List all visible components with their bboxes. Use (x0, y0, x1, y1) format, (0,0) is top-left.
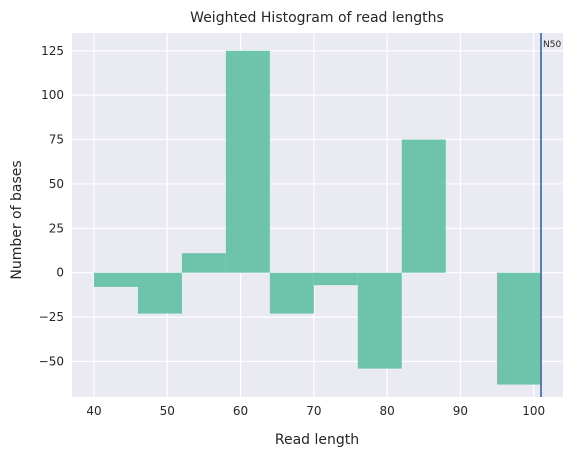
n50-reference: N50 (540, 33, 561, 397)
x-tick-label: 90 (453, 404, 468, 418)
chart-title: Weighted Histogram of read lengths (190, 10, 444, 26)
x-tick-label: 60 (233, 404, 248, 418)
histogram-bar (357, 272, 402, 369)
histogram-bar (497, 272, 542, 385)
y-tick-label: −25 (39, 310, 64, 324)
n50-label: N50 (543, 40, 561, 50)
x-tick-label: 50 (160, 404, 175, 418)
x-tick-label: 80 (379, 404, 394, 418)
histogram-bar (313, 272, 358, 286)
histogram-bar (225, 50, 270, 273)
x-tick-labels: 40 50 60 70 80 90 100 (86, 404, 545, 418)
y-tick-labels: −50 −25 0 25 50 75 100 125 (39, 44, 64, 369)
y-tick-label: 50 (49, 177, 64, 191)
histogram-bars (93, 50, 542, 385)
x-tick-label: 40 (86, 404, 101, 418)
x-tick-label: 100 (522, 404, 545, 418)
y-tick-label: 0 (56, 266, 64, 280)
x-tick-label: 70 (306, 404, 321, 418)
grid-lines (72, 33, 563, 397)
y-tick-label: 75 (49, 133, 64, 147)
histogram-bar (181, 253, 226, 273)
histogram-bar (93, 272, 138, 287)
plot-background (72, 33, 563, 397)
y-axis-label: Number of bases (9, 160, 25, 279)
y-tick-label: 100 (41, 88, 64, 102)
y-tick-label: −50 (39, 354, 64, 368)
y-tick-label: 25 (49, 221, 64, 235)
histogram-bar (269, 272, 314, 314)
histogram-bar (137, 272, 182, 314)
y-tick-label: 125 (41, 44, 64, 58)
x-axis-label: Read length (275, 432, 359, 448)
histogram-bar (401, 139, 446, 273)
